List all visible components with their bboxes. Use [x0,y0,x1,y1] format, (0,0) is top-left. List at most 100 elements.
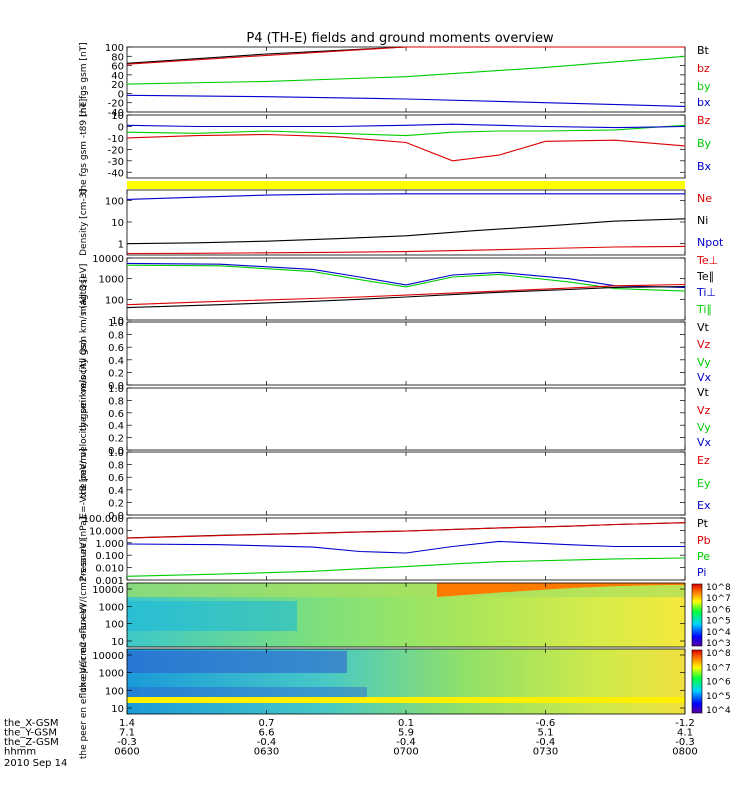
colorbar-tick-label: 10^3 [706,639,731,649]
y-tick-label: 100 [105,686,124,697]
y-tick-label: 1000 [99,602,124,613]
legend-label: By [697,137,712,150]
y-tick-label: 10000 [92,651,124,662]
quality-flag-bar [127,181,685,189]
spectrogram-low-flux-region [127,601,297,631]
series-line-Pe [126,557,686,577]
panel-frame [126,451,686,516]
y-tick-label: 10 [111,111,124,122]
legend-label: by [697,80,711,93]
y-tick-label: 10000 [92,585,124,596]
y-tick-label: 10 [111,316,124,327]
legend-label: Ni [697,214,708,227]
legend-label: Ti⊥ [696,286,716,299]
y-tick-label: 10.000 [89,526,124,537]
y-tick-label: 0.2 [108,434,124,445]
legend-label: Pe [697,550,710,563]
y-tick-label: 10 [111,637,124,648]
y-tick-label: -20 [108,99,124,110]
x-axis-row-label: the_Y-GSM [4,728,57,739]
panel-7: 1.0 0.80.6 0.40.2 0.0 E=-VxB [mV/m] Ez Ey Ex [79,448,711,522]
x-axis-value: 0730 [533,747,558,758]
x-axis-row-label: hhmm [4,747,36,758]
spectrogram-yellow-band [127,697,685,703]
y-axis-label: the fgs gsm [nT] [79,42,89,116]
y-tick-label: 0.6 [108,409,124,420]
legend-label: Vx [697,436,712,449]
x-axis-labels: the_X-GSM 1.4 0.7 0.1 -0.6 -1.2 the_Y-GSM 7.1 6.… [4,718,698,769]
x-axis-row-label: the_Z-GSM [4,737,59,748]
y-axis-label: the fgs gsm -t89 [nT] [79,99,89,194]
x-axis-value: 0630 [254,747,279,758]
x-axis-value: -0.4 [257,737,277,748]
series-line-Pb [126,522,686,539]
series-line-Pi [126,540,685,554]
series-line-Ti∥ [126,264,686,292]
x-axis-value: 0800 [672,747,697,758]
x-axis-value: 0.1 [398,718,414,729]
y-tick-label: 1.000 [95,539,124,550]
x-axis-value: -1.2 [675,718,695,729]
colorbar-tick-label: 10^6 [706,678,731,688]
x-axis-value: -0.3 [117,737,137,748]
y-tick-label: -40 [108,168,124,179]
series-line-bx [126,94,686,107]
legend-label: Vy [697,356,711,369]
x-axis-value: 0600 [114,747,139,758]
legend-label: Vt [697,321,710,334]
legend-label: Vz [697,338,711,351]
colorbar [691,649,703,714]
x-axis-value: 6.6 [259,728,275,739]
y-tick-label: 0.6 [108,473,124,484]
y-tick-label: 1000 [99,275,124,286]
y-tick-label: 10 [111,218,124,229]
colorbar-tick-label: 10^8 [706,583,731,593]
panel-frame [126,257,686,321]
x-axis-value: -0.6 [536,718,556,729]
y-axis-label: magt3 [eV] [79,264,89,315]
y-tick-label: 0.0 [108,446,124,457]
x-axis-value: 0700 [393,747,418,758]
y-tick-label: 1.0 [108,448,124,459]
colorbar-tick-label: 10^4 [706,706,731,716]
y-axis-label: the peer velocity gsm km/s (All Qs) [79,340,89,498]
legend-label: bx [697,96,711,109]
x-axis-value: 5.1 [538,728,554,739]
x-axis-value: 0.7 [259,718,275,729]
spectrogram-low-flux-band [127,687,367,697]
y-tick-label: 0.001 [95,576,124,587]
panel-frame [126,321,686,386]
colorbar [691,583,703,647]
y-tick-label: -10 [108,134,124,145]
series-line-by [126,55,686,85]
y-tick-label: 100 [105,620,124,631]
y-tick-label: 0.0 [108,381,124,392]
series-line-Bx [126,123,686,129]
legend-label: bz [697,62,710,75]
legend-label: Bz [697,114,711,127]
y-axis-label: Pressure [nPa] [79,517,89,582]
y-tick-label: 0.4 [108,486,124,497]
legend-label: Bx [697,160,712,173]
panel-frame [126,517,686,581]
panel-9: 10^810^710^610^510^410^310000100010010th… [79,539,731,691]
colorbar-tick-label: 10^5 [706,692,731,702]
x-axis-value: 4.1 [677,728,693,739]
colorbar-tick-label: 10^8 [706,649,731,659]
panel-frame [126,114,686,179]
legend-label: Pi [697,566,706,579]
y-tick-label: 0.8 [108,396,124,407]
legend-label: Te⊥ [696,254,718,267]
legend-label: Ex [697,499,711,512]
legend-label: Bt [697,44,710,57]
y-tick-label: 1 [118,240,124,251]
legend-label: Ti∥ [696,303,712,316]
legend-label: Ez [697,454,710,467]
panel-frame [126,387,686,451]
series-line-Ni [126,218,686,245]
